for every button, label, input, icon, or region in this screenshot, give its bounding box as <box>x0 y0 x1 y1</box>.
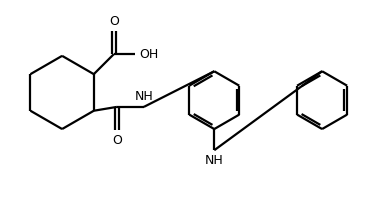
Text: OH: OH <box>140 48 159 61</box>
Text: O: O <box>112 134 122 147</box>
Text: NH: NH <box>205 154 223 167</box>
Text: NH: NH <box>135 90 154 103</box>
Text: O: O <box>109 15 119 28</box>
